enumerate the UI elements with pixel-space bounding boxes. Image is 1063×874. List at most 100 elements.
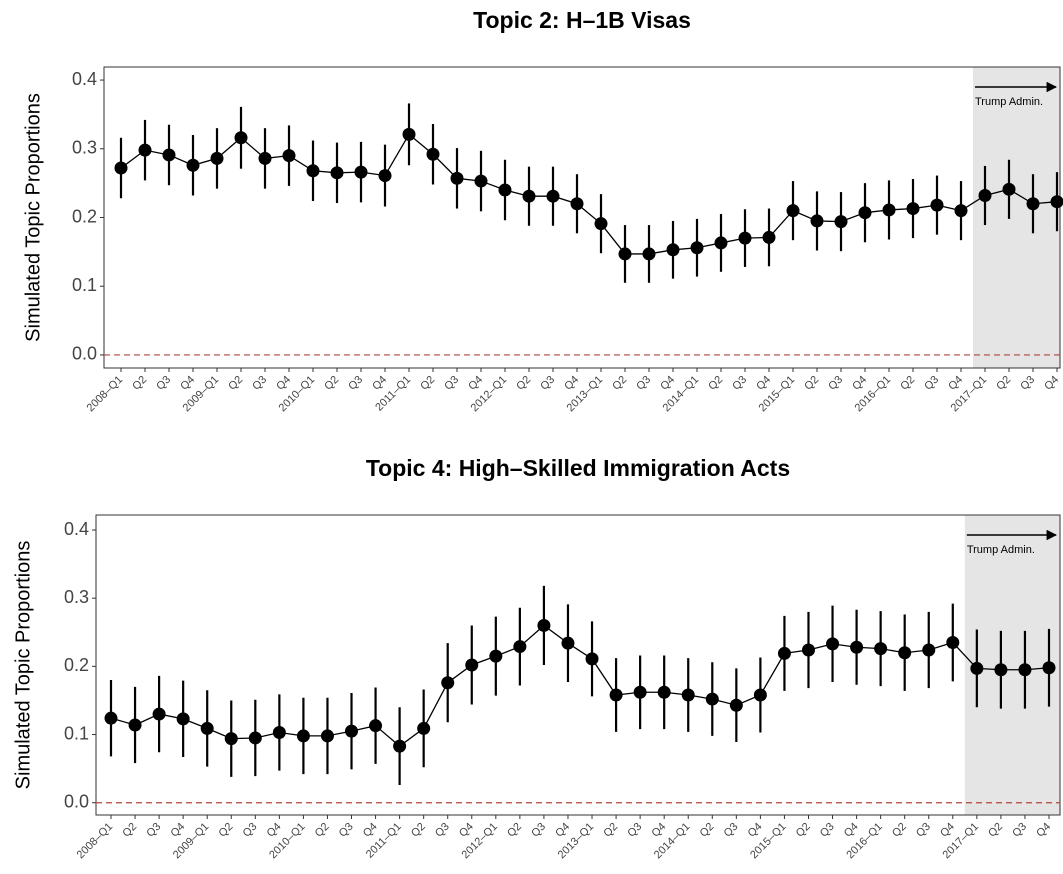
x-tick-label: Q4 xyxy=(658,374,677,393)
data-point xyxy=(474,174,488,188)
data-point xyxy=(546,189,560,203)
x-tick-label: Q3 xyxy=(154,374,173,393)
y-tick-label: 0.4 xyxy=(72,69,97,89)
data-point xyxy=(513,640,527,654)
data-point xyxy=(186,158,200,172)
data-point xyxy=(258,151,272,165)
y-axis-label: Simulated Topic Proportions xyxy=(22,93,44,342)
data-point xyxy=(128,718,142,732)
data-point xyxy=(369,719,383,733)
y-tick-label: 0.1 xyxy=(64,723,89,743)
data-point xyxy=(801,643,815,657)
x-tick-label: Q2 xyxy=(130,374,149,393)
y-tick-label: 0.2 xyxy=(64,655,89,675)
data-point xyxy=(970,661,984,675)
data-point xyxy=(489,649,503,663)
y-tick-label: 0.3 xyxy=(64,587,89,607)
data-point xyxy=(570,197,584,211)
x-tick-label: Q2 xyxy=(514,374,533,393)
x-tick-label: Q2 xyxy=(994,374,1013,393)
x-tick-label: Q4 xyxy=(178,374,197,393)
data-point xyxy=(152,707,166,721)
x-tick-label: Q4 xyxy=(946,374,965,393)
x-tick-label: Q4 xyxy=(842,821,861,840)
data-point xyxy=(417,721,431,735)
x-tick-label: Q3 xyxy=(914,821,933,840)
x-tick-label: Q4 xyxy=(754,374,773,393)
data-point xyxy=(922,643,936,657)
data-point xyxy=(690,241,704,255)
x-tick-label: Q3 xyxy=(730,374,749,393)
x-tick-label: Q4 xyxy=(1042,374,1061,393)
data-point xyxy=(200,721,214,735)
x-tick-label: Q3 xyxy=(337,821,356,840)
data-point xyxy=(426,147,440,161)
data-point xyxy=(777,646,791,660)
data-point xyxy=(162,148,176,162)
data-point xyxy=(946,636,960,649)
data-point xyxy=(729,698,743,712)
x-tick-label: Q4 xyxy=(850,374,869,393)
x-tick-label: Q4 xyxy=(361,821,380,840)
x-tick-label: Q3 xyxy=(442,374,461,393)
data-point xyxy=(1050,195,1063,209)
y-tick-label: 0.3 xyxy=(72,138,97,158)
x-tick-label: Q3 xyxy=(529,821,548,840)
data-point xyxy=(753,688,767,702)
data-point xyxy=(978,189,992,203)
x-tick-label: Q3 xyxy=(250,374,269,393)
data-point xyxy=(1026,197,1040,211)
highlight-region xyxy=(973,67,1060,368)
x-tick-label: Q2 xyxy=(986,821,1005,840)
data-point xyxy=(393,739,407,753)
x-tick-label: Q2 xyxy=(890,821,909,840)
data-point xyxy=(762,230,776,244)
x-tick-label: Q3 xyxy=(1018,374,1037,393)
data-point xyxy=(465,658,479,672)
x-tick-label: Q4 xyxy=(168,821,187,840)
x-tick-label: Q4 xyxy=(649,821,668,840)
x-tick-label: Q3 xyxy=(538,374,557,393)
data-point xyxy=(104,711,118,725)
data-point xyxy=(296,729,310,743)
x-tick-label: Q4 xyxy=(274,374,293,393)
data-point xyxy=(138,143,152,157)
x-tick-label: Q2 xyxy=(698,821,717,840)
data-point xyxy=(954,204,968,218)
x-tick-label: Q4 xyxy=(370,374,389,393)
data-point xyxy=(176,712,190,726)
y-tick-label: 0.1 xyxy=(72,275,97,295)
data-point xyxy=(320,729,334,743)
data-point xyxy=(826,637,840,651)
x-tick-label: Q2 xyxy=(226,374,245,393)
data-point xyxy=(450,171,464,185)
data-point xyxy=(1042,661,1056,675)
x-tick-label: Q4 xyxy=(553,821,572,840)
series-line xyxy=(110,624,1050,747)
x-tick-label: Q3 xyxy=(625,821,644,840)
x-tick-label: Q2 xyxy=(217,821,236,840)
data-point xyxy=(402,127,416,141)
annotation: Trump Admin. xyxy=(975,96,1043,108)
data-point xyxy=(930,198,944,212)
data-point xyxy=(834,215,848,229)
x-tick-label: Q2 xyxy=(120,821,139,840)
data-point xyxy=(882,203,896,217)
x-tick-label: Q2 xyxy=(610,374,629,393)
x-tick-label: Q3 xyxy=(722,821,741,840)
data-point xyxy=(633,685,647,699)
data-point xyxy=(618,247,632,261)
chart-title: Topic 2: H–1B Visas xyxy=(473,7,691,33)
x-tick-label: 2008–Q1 xyxy=(75,821,115,861)
data-point xyxy=(537,618,551,632)
series-line xyxy=(120,133,1058,255)
x-tick-label: Q3 xyxy=(634,374,653,393)
data-point xyxy=(345,724,359,738)
x-tick-label: Q4 xyxy=(562,374,581,393)
data-point xyxy=(114,161,128,175)
data-point xyxy=(234,131,248,145)
y-tick-label: 0.0 xyxy=(64,791,89,811)
y-tick-label: 0.4 xyxy=(64,519,89,539)
data-point xyxy=(248,731,262,745)
x-tick-label: Q4 xyxy=(466,374,485,393)
